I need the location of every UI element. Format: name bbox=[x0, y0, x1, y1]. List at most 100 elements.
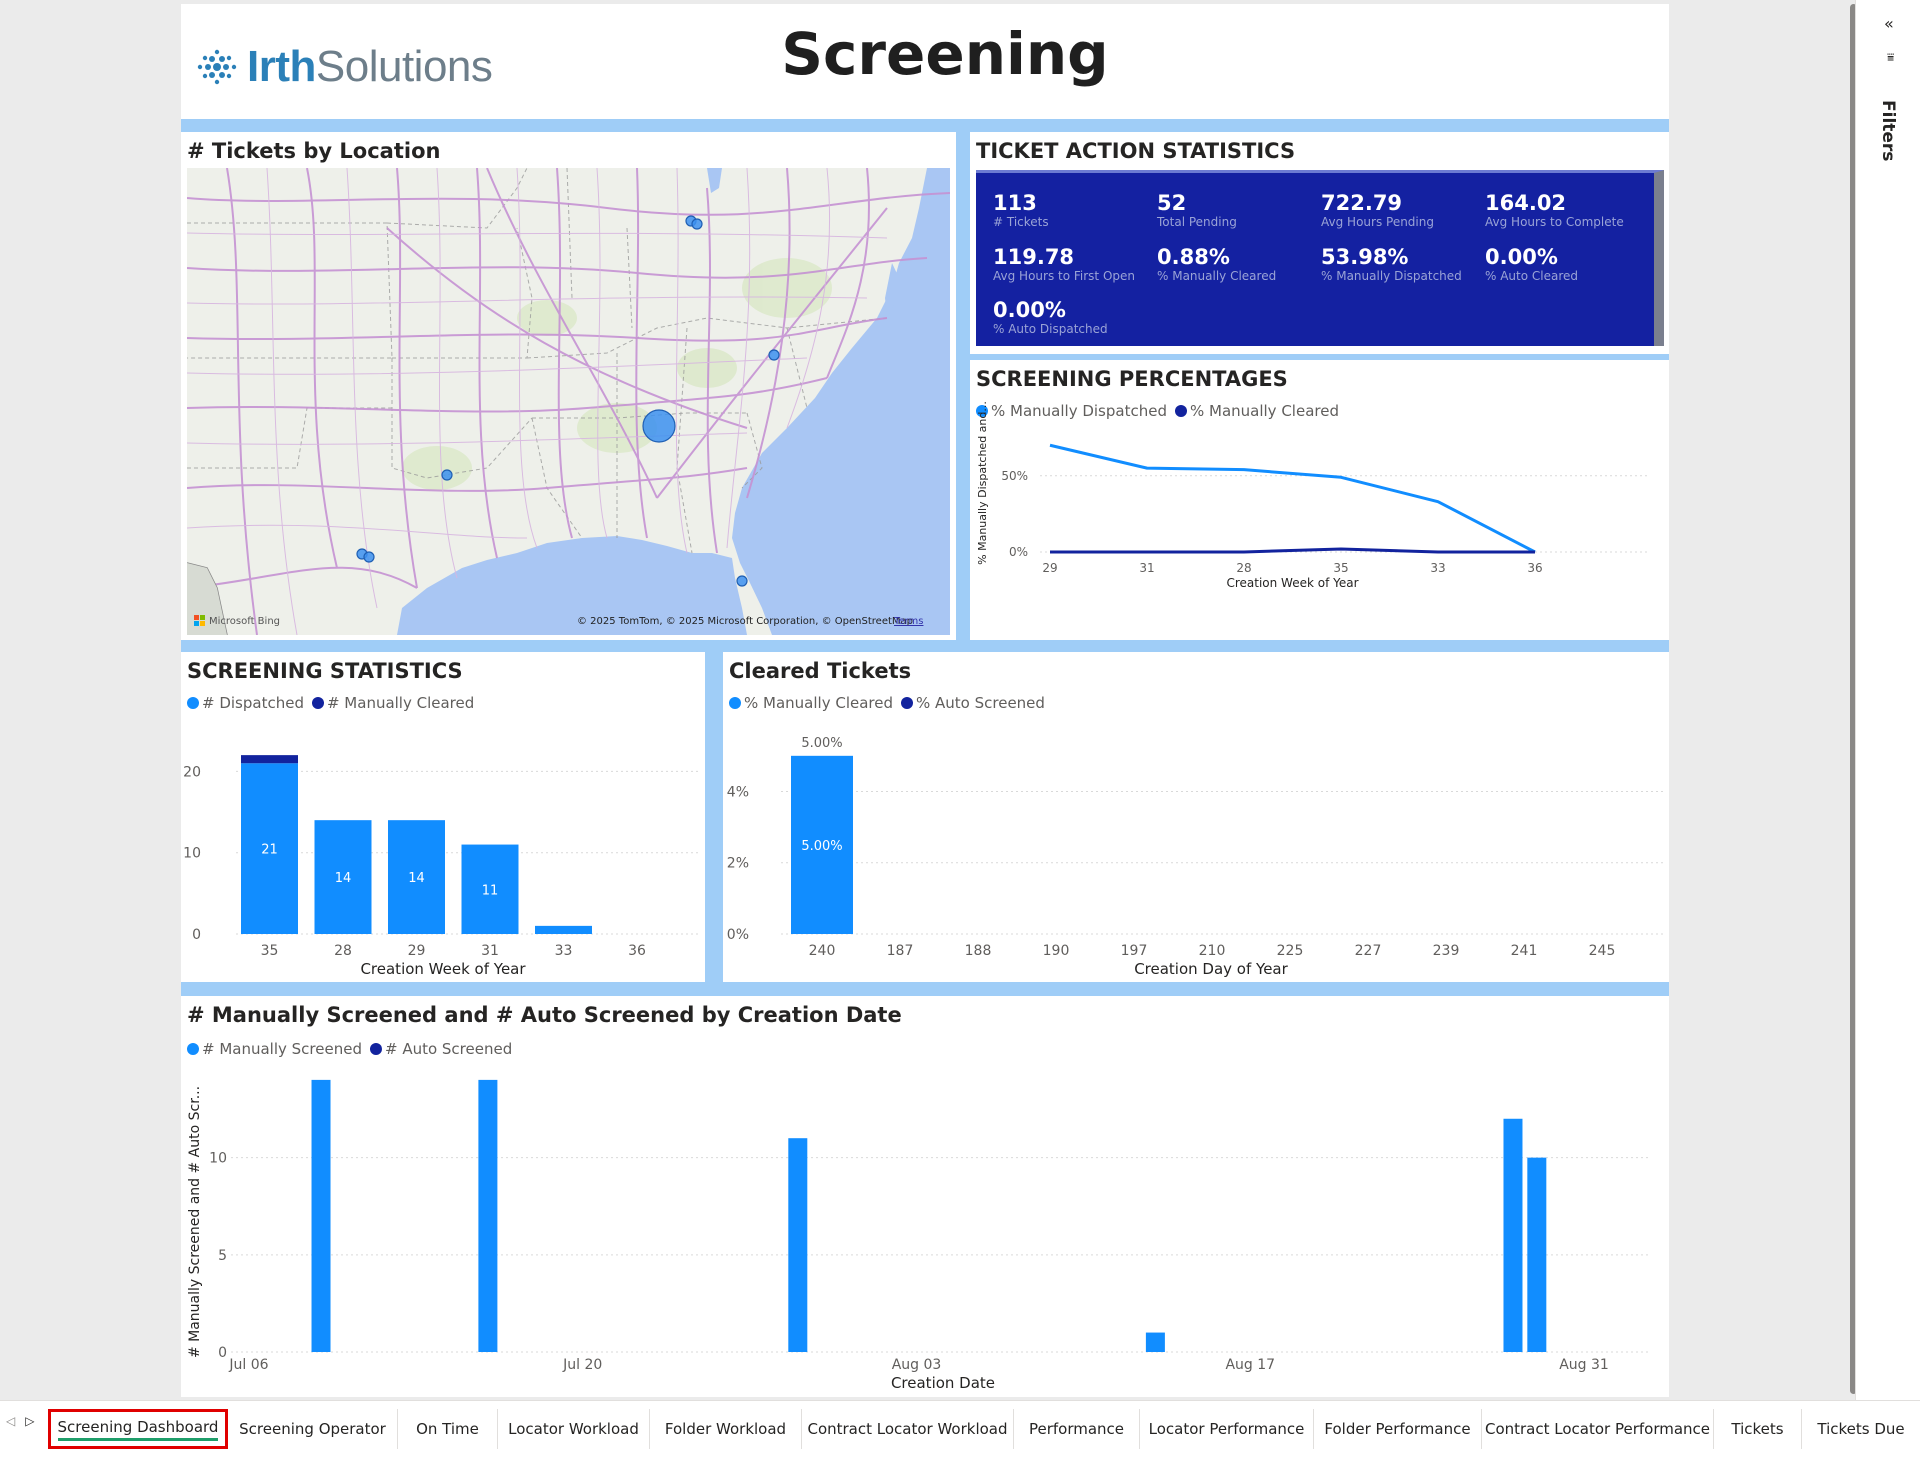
x-axis-title: Creation Day of Year bbox=[1134, 960, 1288, 978]
bar-dispatched[interactable] bbox=[388, 820, 445, 934]
y-tick-label: 10 bbox=[209, 1151, 227, 1167]
x-tick-label: Aug 31 bbox=[1559, 1357, 1609, 1373]
stats-title: TICKET ACTION STATISTICS bbox=[976, 139, 1296, 163]
tab-prev-icon[interactable]: ◁ bbox=[6, 1414, 16, 1428]
sstat-chart[interactable]: 0 10 20 21 35 14 28 14 29 11 31 33 36 Creation Week o… bbox=[181, 652, 705, 982]
legend-item[interactable]: # Manually Screened bbox=[187, 1040, 362, 1058]
screened-legend: # Manually Screened # Auto Screened bbox=[187, 1040, 514, 1058]
tab-folder-workload[interactable]: Folder Workload bbox=[650, 1409, 802, 1449]
x-tick-label: 197 bbox=[1121, 943, 1148, 959]
tab-locator-workload[interactable]: Locator Workload bbox=[498, 1409, 650, 1449]
screened-by-date-visual[interactable]: # Manually Screened and # Auto Screened … bbox=[181, 996, 1669, 1397]
bar-manually-screened[interactable] bbox=[1145, 1332, 1165, 1352]
screened-chart[interactable]: 0 5 10 Jul 06 Jul 20 Aug 03 Aug 17 Aug 31 Creati… bbox=[181, 996, 1669, 1397]
bar-manually-screened[interactable] bbox=[311, 1079, 331, 1352]
double-chevron-left-icon[interactable]: « bbox=[1884, 14, 1894, 33]
cleared-legend: % Manually Cleared % Auto Screened bbox=[729, 694, 1047, 712]
map-bubble[interactable] bbox=[768, 349, 780, 361]
y-axis-title: % Manually Dispatched and... bbox=[976, 401, 989, 565]
tab-folder-performance[interactable]: Folder Performance bbox=[1314, 1409, 1482, 1449]
tab-locator-performance[interactable]: Locator Performance bbox=[1140, 1409, 1314, 1449]
legend-dot-icon bbox=[311, 697, 324, 709]
bar-manually-screened[interactable] bbox=[478, 1079, 498, 1352]
line-series-manually-cleared bbox=[1050, 547, 1535, 554]
bar-manually-cleared[interactable] bbox=[791, 755, 853, 934]
map-bubble[interactable] bbox=[736, 575, 748, 587]
map-bubble[interactable] bbox=[363, 551, 375, 563]
kpi-pct-auto-cleared: 0.00%% Auto Cleared bbox=[1485, 245, 1579, 283]
legend-dot-icon bbox=[729, 697, 741, 709]
x-tick-label: 29 bbox=[408, 943, 426, 959]
bar-manually-cleared[interactable] bbox=[241, 755, 298, 764]
tab-screening-operator[interactable]: Screening Operator bbox=[228, 1409, 398, 1449]
tab-contract-locator-performance[interactable]: Contract Locator Performance bbox=[1482, 1409, 1714, 1449]
tab-contract-locator-workload[interactable]: Contract Locator Workload bbox=[802, 1409, 1014, 1449]
x-tick-label: 31 bbox=[1139, 561, 1154, 575]
bar-data-label: 14 bbox=[408, 871, 425, 886]
kpi-pct-manually-cleared: 0.88%% Manually Cleared bbox=[1157, 245, 1277, 283]
bar-manually-screened[interactable] bbox=[1503, 1118, 1523, 1352]
tab-tickets-due[interactable]: Tickets Due bbox=[1817, 1420, 1905, 1438]
map-bubble[interactable] bbox=[642, 409, 676, 443]
ticket-action-statistics-visual[interactable]: TICKET ACTION STATISTICS 113 # Tickets 52… bbox=[970, 132, 1669, 354]
pct-chart[interactable]: 0% 50% 29 31 28 35 33 36 Creation Week of Year % … bbox=[970, 360, 1669, 640]
tab-screening-dashboard[interactable]: Screening Dashboard bbox=[48, 1409, 228, 1449]
bar-dispatched[interactable] bbox=[314, 820, 372, 934]
kpi-tickets: 113 # Tickets bbox=[993, 191, 1049, 229]
legend-item[interactable]: % Manually Dispatched bbox=[976, 402, 1167, 420]
legend-item[interactable]: % Manually Cleared bbox=[1169, 402, 1339, 420]
bar-data-label: 5.00% bbox=[801, 839, 842, 854]
x-tick-label: Jul 20 bbox=[562, 1357, 602, 1373]
y-tick-label: 20 bbox=[183, 764, 201, 780]
location-bubbles[interactable] bbox=[356, 215, 780, 587]
tab-on-time[interactable]: On Time bbox=[398, 1409, 498, 1449]
x-axis-title: Creation Week of Year bbox=[360, 960, 526, 978]
map-canvas[interactable]: Microsoft Bing © 2025 TomTom, © 2025 Mic… bbox=[187, 168, 950, 635]
legend-item[interactable]: % Auto Screened bbox=[895, 694, 1045, 712]
bar-dispatched[interactable] bbox=[535, 925, 592, 934]
cleared-title: Cleared Tickets bbox=[729, 659, 912, 683]
kpi-pct-manually-dispatched: 53.98%% Manually Dispatched bbox=[1321, 245, 1462, 283]
filters-pane[interactable]: « ⩸ Filters bbox=[1855, 0, 1920, 1400]
bar-dispatched[interactable] bbox=[461, 844, 519, 934]
tab-next-icon[interactable]: ▷ bbox=[25, 1414, 35, 1428]
legend-item[interactable]: % Manually Cleared bbox=[729, 694, 893, 712]
map-terms-link[interactable]: Terms bbox=[893, 616, 923, 627]
tickets-by-location-visual[interactable]: # Tickets by Location bbox=[181, 132, 956, 640]
bar-dispatched[interactable] bbox=[241, 763, 298, 934]
tab-navigation: ◁ ▷ bbox=[6, 1414, 34, 1428]
legend-item[interactable]: # Manually Cleared bbox=[306, 694, 474, 712]
cleared-chart[interactable]: 0% 2% 4% 5.00% 5.00% 240 187 188 190 197 210 225 227… bbox=[723, 652, 1669, 982]
screened-title: # Manually Screened and # Auto Screened … bbox=[187, 1003, 902, 1027]
y-tick-label: 50% bbox=[1001, 469, 1028, 483]
legend-item[interactable]: # Auto Screened bbox=[364, 1040, 512, 1058]
x-tick-label: 239 bbox=[1433, 943, 1460, 959]
line-series-manually-dispatched bbox=[1049, 443, 1536, 554]
x-tick-label: 29 bbox=[1042, 561, 1057, 575]
y-tick-label: 5 bbox=[218, 1248, 227, 1264]
legend-item[interactable]: # Dispatched bbox=[187, 694, 304, 712]
screening-statistics-visual[interactable]: SCREENING STATISTICS # Dispatched # Manu… bbox=[181, 652, 705, 982]
sstat-title: SCREENING STATISTICS bbox=[187, 659, 463, 683]
kpi-avg-hours-pending: 722.79 Avg Hours Pending bbox=[1321, 191, 1434, 229]
microsoft-bing-logo: Microsoft Bing bbox=[194, 615, 280, 627]
y-tick-label: 0 bbox=[218, 1345, 227, 1361]
x-tick-label: 210 bbox=[1199, 943, 1226, 959]
bar-manually-screened[interactable] bbox=[788, 1138, 808, 1352]
map-bubble[interactable] bbox=[691, 218, 703, 230]
bar-manually-screened[interactable] bbox=[1527, 1157, 1547, 1352]
company-logo: IrthSolutions bbox=[195, 42, 493, 92]
x-tick-label: 36 bbox=[1527, 561, 1542, 575]
x-tick-label: 245 bbox=[1589, 943, 1616, 959]
legend-dot-icon bbox=[369, 1043, 382, 1055]
filters-label[interactable]: Filters bbox=[1878, 100, 1898, 162]
vertical-scrollbar[interactable] bbox=[1850, 4, 1857, 1394]
screening-percentages-visual[interactable]: SCREENING PERCENTAGES % Manually Dispatc… bbox=[970, 360, 1669, 640]
legend-dot-icon bbox=[187, 1043, 199, 1055]
map-bubble[interactable] bbox=[441, 469, 453, 481]
cleared-tickets-visual[interactable]: Cleared Tickets % Manually Cleared % Aut… bbox=[723, 652, 1669, 982]
tab-performance[interactable]: Performance bbox=[1014, 1409, 1140, 1449]
map-svg[interactable]: Microsoft Bing © 2025 TomTom, © 2025 Mic… bbox=[187, 168, 950, 635]
tab-tickets[interactable]: Tickets bbox=[1714, 1409, 1802, 1449]
legend-dot-icon bbox=[901, 697, 913, 709]
